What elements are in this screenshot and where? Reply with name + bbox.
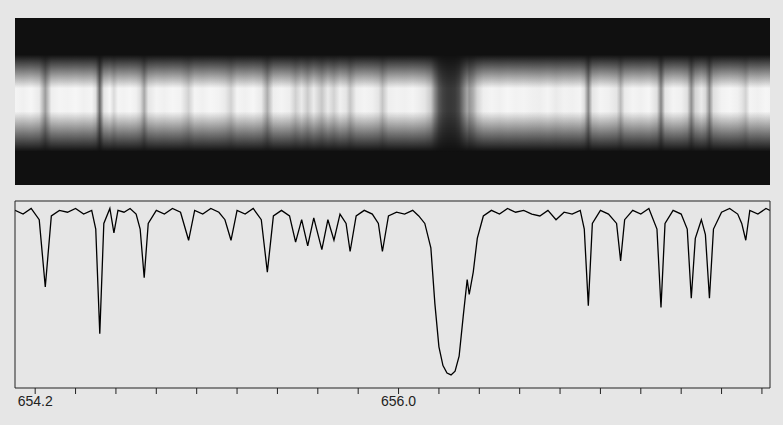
svg-text:654.2: 654.2 [18, 393, 53, 409]
svg-text:656.0: 656.0 [381, 393, 416, 409]
